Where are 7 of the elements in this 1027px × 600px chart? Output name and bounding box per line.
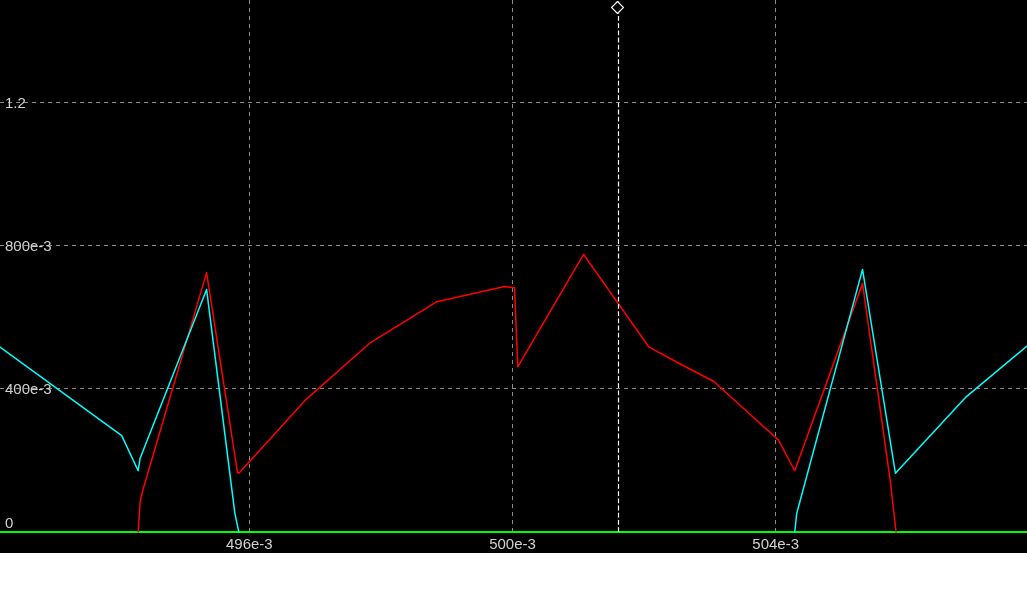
y-tick-label: 0 [5, 513, 14, 531]
x-tick-label: 500e-3 [489, 535, 536, 552]
x-tick-label: 504e-3 [752, 535, 800, 552]
y-tick-label: 1.2 [5, 93, 26, 111]
x-tick-label: 496e-3 [225, 535, 273, 552]
y-tick-label: 800e-3 [5, 236, 52, 254]
y-tick-label: 400e-3 [5, 380, 52, 398]
